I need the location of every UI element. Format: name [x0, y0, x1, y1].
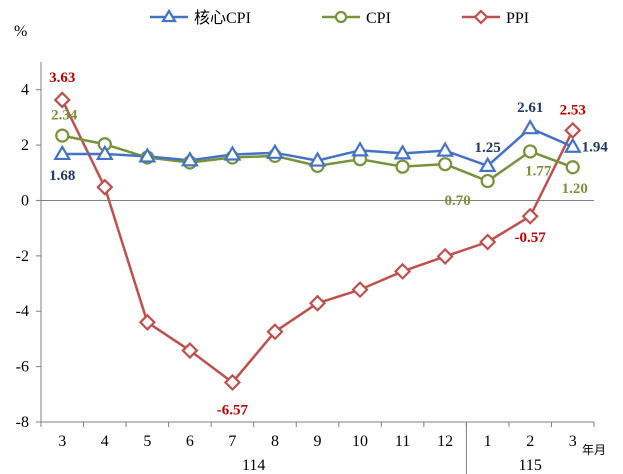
y-tick-label: -4	[16, 303, 29, 320]
circle-marker	[438, 157, 453, 172]
circle-marker	[334, 10, 348, 24]
year-group-label: 115	[518, 457, 541, 474]
circle-marker	[55, 128, 70, 143]
y-tick-label: -2	[16, 248, 29, 265]
diamond-marker	[308, 294, 327, 312]
circle-marker	[480, 173, 495, 189]
triangle-marker	[266, 143, 284, 159]
triangle-marker	[223, 145, 242, 161]
diamond-marker	[564, 121, 582, 139]
circle-marker	[565, 160, 580, 175]
x-tick-label: 11	[395, 433, 410, 450]
y-axis-unit-label: %	[14, 23, 27, 40]
triangle-marker	[95, 144, 114, 161]
x-tick-label: 10	[352, 433, 368, 450]
triangle-marker	[180, 151, 199, 167]
diamond-marker	[266, 323, 284, 341]
x-tick-label: 8	[271, 433, 279, 450]
diamond-marker	[96, 178, 114, 196]
triangle-marker	[393, 144, 412, 160]
x-tick-label: 5	[143, 433, 151, 450]
y-tick-label: -8	[16, 414, 29, 431]
data-label: 0.70	[445, 193, 471, 209]
data-label: 1.77	[525, 163, 552, 179]
series-layer	[53, 91, 582, 391]
data-label: 1.68	[49, 168, 75, 184]
data-label: 3.63	[49, 70, 75, 86]
triangle-marker	[308, 151, 327, 167]
legend-label: 核心CPI	[194, 9, 251, 27]
y-tick-label: -6	[16, 359, 29, 376]
triangle-marker	[521, 119, 540, 135]
triangle-marker	[563, 137, 582, 153]
x-tick-label: 3	[58, 433, 66, 450]
diamond-marker	[436, 247, 454, 265]
triangle-marker	[161, 8, 177, 23]
x-tick-label: 9	[314, 433, 322, 450]
data-label: 2.34	[51, 108, 78, 124]
x-tick-label: 3	[569, 433, 577, 450]
diamond-marker	[181, 341, 199, 360]
x-axis-unit-label: 年月	[582, 443, 606, 457]
diamond-marker	[473, 9, 489, 25]
legend: 核心CPI CPI PPI	[150, 8, 529, 27]
x-tick-label: 1	[484, 433, 492, 450]
x-tick-label: 6	[186, 433, 194, 450]
triangle-marker	[436, 141, 455, 157]
diamond-marker	[53, 91, 71, 109]
y-tick-label: 4	[21, 82, 29, 99]
diamond-marker	[351, 281, 369, 299]
data-label: 1.94	[582, 140, 609, 156]
x-tick-label: 2	[526, 433, 534, 450]
triangle-marker	[138, 147, 157, 163]
data-labels: 1.68 1.25 2.61 1.94 2.34 0.70 1.77 1.20 3.63 -6.5…	[49, 70, 608, 418]
triangle-marker	[53, 144, 72, 161]
data-label: 1.20	[562, 181, 588, 197]
diamond-marker	[394, 262, 412, 280]
data-label: -6.57	[217, 402, 249, 418]
circle-marker	[395, 159, 410, 174]
diamond-marker	[479, 233, 497, 251]
diamond-marker	[138, 313, 156, 331]
legend-label: PPI	[506, 10, 529, 27]
diamond-marker	[521, 207, 539, 225]
y-tick-label: 0	[21, 192, 29, 209]
data-label: -0.57	[515, 230, 547, 246]
year-group-label: 114	[242, 457, 265, 474]
x-tick-label: 7	[228, 433, 236, 450]
data-label: 2.61	[517, 100, 543, 116]
x-tick-label: 4	[101, 433, 109, 450]
data-label: 2.53	[560, 102, 586, 118]
legend-label: CPI	[366, 10, 391, 27]
y-tick-label: 2	[21, 137, 29, 154]
data-label: 1.25	[475, 140, 501, 156]
circle-marker	[523, 144, 538, 159]
triangle-marker	[478, 156, 497, 172]
diamond-marker	[223, 373, 241, 391]
triangle-marker	[351, 141, 369, 157]
x-tick-label: 12	[437, 433, 453, 450]
